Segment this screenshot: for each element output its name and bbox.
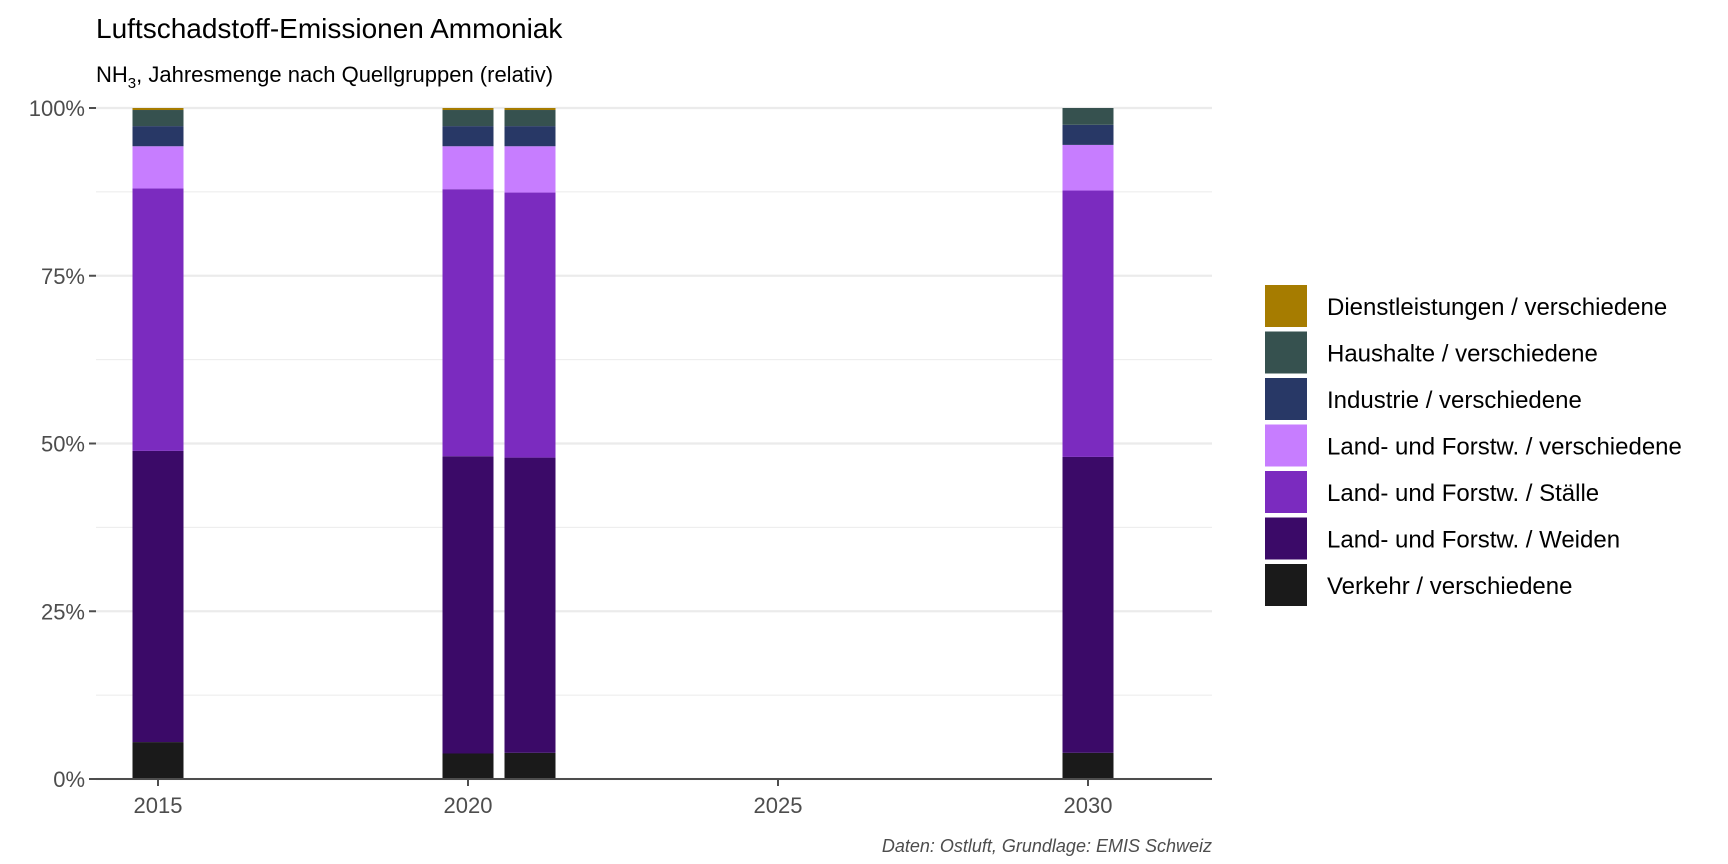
bar-segment (442, 108, 494, 111)
y-tick-label: 50% (41, 432, 85, 457)
bar-segment (442, 189, 494, 457)
bar-segment (1062, 124, 1114, 145)
bar-segment (442, 110, 494, 127)
bar-segment (1062, 144, 1114, 191)
grid (96, 106, 1212, 781)
legend-key (1265, 331, 1307, 374)
bar-segment (442, 456, 494, 754)
legend-key (1265, 564, 1307, 606)
bar-segment (504, 110, 556, 127)
axes: 0% 25% 50% 75% 100% 2015 2020 2025 2030 (29, 96, 1212, 818)
bar-segment (1062, 752, 1114, 779)
legend-key (1265, 471, 1307, 513)
legend-label: Land- und Forstw. / Ställe (1327, 480, 1599, 507)
bar-segment (504, 108, 556, 111)
bars (132, 108, 1114, 779)
legend-key (1265, 424, 1307, 467)
legend-label: Land- und Forstw. / Weiden (1327, 527, 1620, 554)
x-tick-label: 2025 (754, 793, 803, 818)
bar-segment (132, 742, 184, 779)
chart-title: Luftschadstoff-Emissionen Ammoniak (96, 13, 563, 44)
y-tick-label: 0% (53, 767, 85, 792)
bar-segment (132, 108, 184, 111)
bar-segment (1062, 108, 1114, 125)
x-tick-label: 2030 (1064, 793, 1113, 818)
subtitle-rest: , Jahresmenge nach Quellgruppen (relativ… (136, 62, 553, 87)
chart-caption: Daten: Ostluft, Grundlage: EMIS Schweiz (882, 836, 1212, 856)
legend-label: Industrie / verschiedene (1327, 387, 1582, 414)
bar-segment (132, 146, 184, 189)
x-tick-label: 2015 (134, 793, 183, 818)
y-tick-label: 25% (41, 599, 85, 624)
legend: Dienstleistungen / verschiedene Haushalte… (1265, 285, 1682, 606)
legend-label: Haushalte / verschiedene (1327, 341, 1598, 368)
bar-segment (504, 192, 556, 458)
bar-segment (132, 450, 184, 743)
bar-segment (1062, 190, 1114, 457)
bar-segment (442, 126, 494, 147)
bar-segment (504, 457, 556, 753)
chart-subtitle: NH3, Jahresmenge nach Quellgruppen (rela… (96, 62, 553, 92)
bar-segment (442, 753, 494, 779)
bar-segment (1062, 456, 1114, 753)
legend-label: Dienstleistungen / verschiedene (1327, 294, 1667, 321)
legend-label: Verkehr / verschiedene (1327, 573, 1572, 600)
legend-key (1265, 517, 1307, 560)
x-tick-label: 2020 (444, 793, 493, 818)
y-tick-label: 100% (29, 96, 85, 121)
y-tick-label: 75% (41, 264, 85, 289)
bar-segment (442, 146, 494, 190)
legend-key (1265, 285, 1307, 327)
subtitle-subscript: 3 (128, 75, 136, 92)
legend-key (1265, 378, 1307, 420)
bar-segment (132, 110, 184, 127)
bar-segment (504, 752, 556, 779)
bar-segment (504, 146, 556, 193)
bar-segment (132, 126, 184, 147)
bar-segment (132, 188, 184, 451)
legend-label: Land- und Forstw. / verschiedene (1327, 434, 1682, 461)
bar-segment (504, 126, 556, 147)
subtitle-prefix: NH (96, 62, 128, 87)
